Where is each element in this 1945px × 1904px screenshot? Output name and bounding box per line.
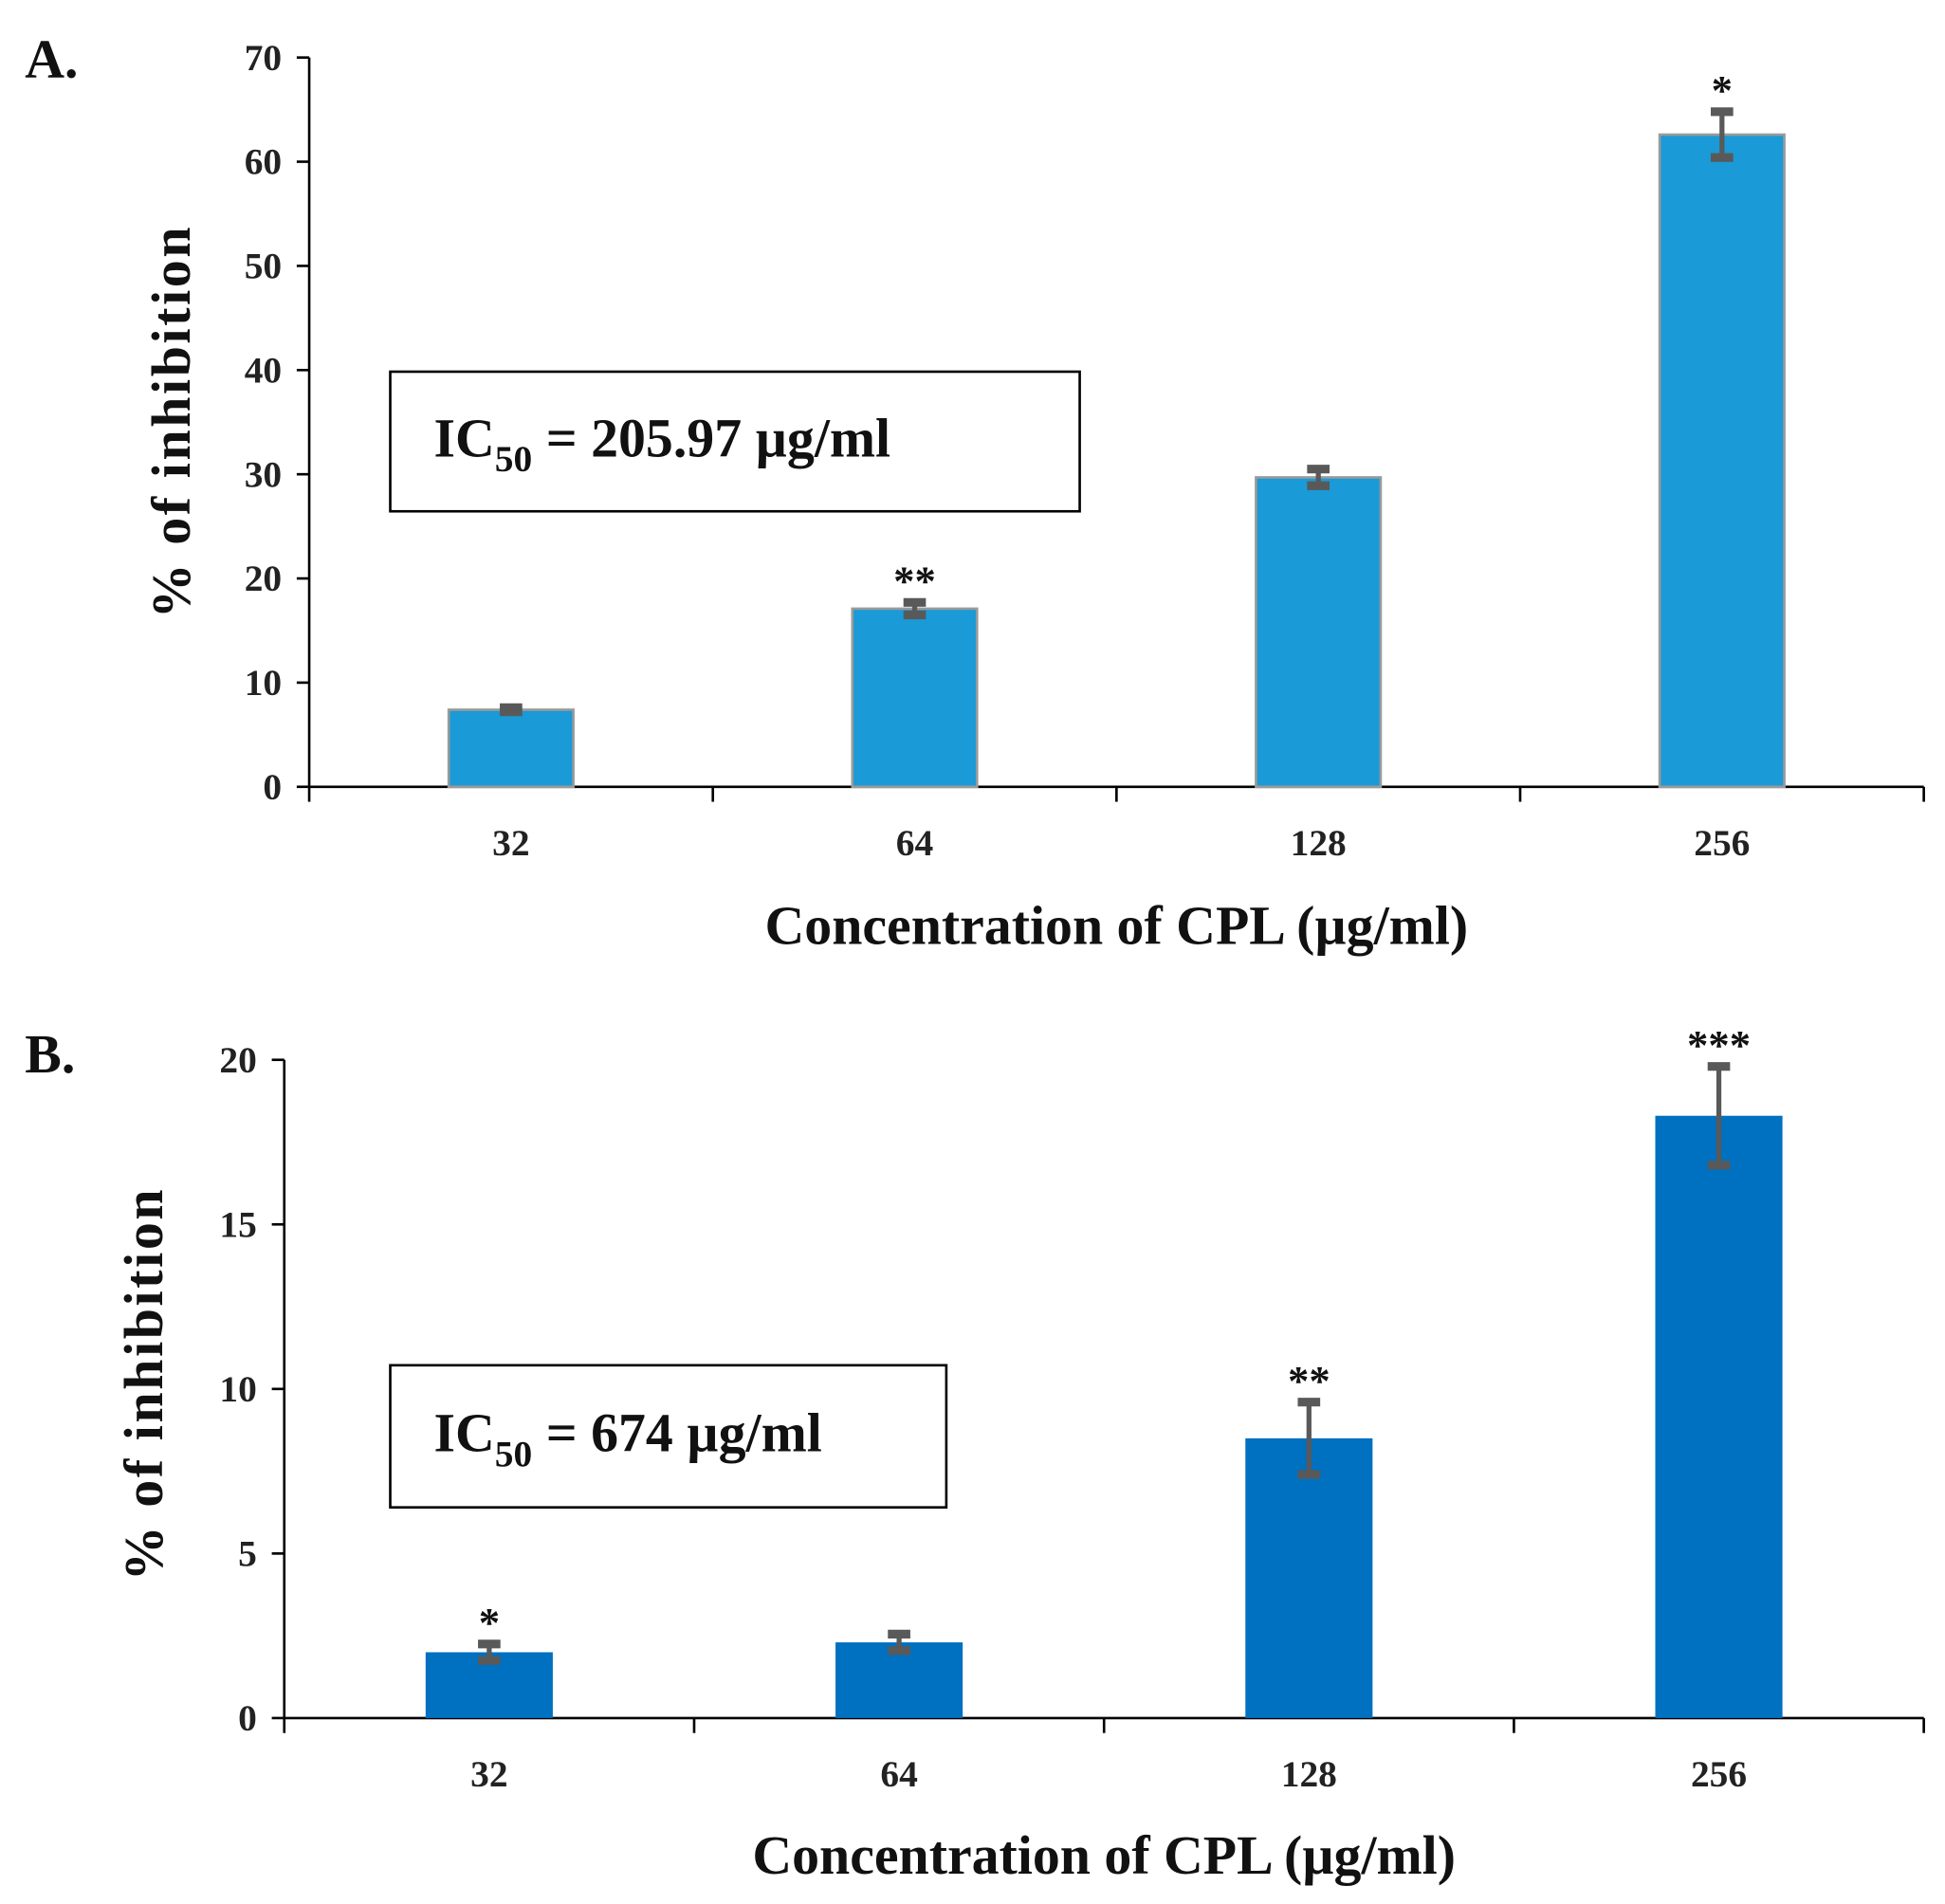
ic50-value: = 674 µg/ml <box>532 1402 822 1464</box>
ic50-subscript: 50 <box>495 438 532 480</box>
significance-marker: ** <box>893 557 936 604</box>
ic50-annotation: IC50 = 205.97 µg/ml <box>434 407 891 480</box>
ic50-box <box>389 1364 948 1510</box>
x-tick-label: 32 <box>470 1753 507 1795</box>
ic50-annotation: IC50 = 674 µg/ml <box>434 1402 822 1475</box>
y-tick-label: 10 <box>219 1368 256 1410</box>
bar <box>1658 133 1786 789</box>
x-axis-title: Concentration of CPL (µg/ml) <box>752 1824 1456 1886</box>
bar <box>835 1642 963 1718</box>
y-tick-label: 50 <box>245 246 282 287</box>
panel-label: B. <box>25 1023 75 1085</box>
significance-marker: * <box>479 1599 500 1646</box>
y-axis-title: % of inhibition <box>140 225 202 618</box>
significance-marker: *** <box>1687 1021 1751 1069</box>
ic50-subscript: 50 <box>495 1433 532 1474</box>
ic50-prefix: IC <box>434 407 495 468</box>
bar <box>1655 1115 1783 1718</box>
y-tick-label: 60 <box>245 141 282 183</box>
x-tick-label: 256 <box>1694 822 1750 864</box>
chart-panel-a: A. 0 10 20 30 40 50 60 70 32 ** 64 128 * 256 Concentrat… <box>25 28 1925 956</box>
y-axis-title: % of inhibition <box>113 1187 174 1581</box>
significance-marker: * <box>1712 66 1733 114</box>
x-axis-title: Concentration of CPL (µg/ml) <box>765 894 1469 956</box>
ic50-prefix: IC <box>434 1402 495 1464</box>
bar <box>1245 1437 1373 1718</box>
bar <box>447 708 575 789</box>
y-tick-label: 0 <box>238 1697 257 1739</box>
chart-panel-b: B. 0 5 10 15 20 * 32 64 ** 128 *** 256 Concentration … <box>25 1021 1925 1886</box>
y-tick-label: 20 <box>219 1039 256 1081</box>
y-tick-label: 15 <box>219 1203 256 1245</box>
significance-marker: ** <box>1288 1357 1330 1404</box>
panel-label: A. <box>25 28 78 90</box>
ic50-box <box>389 370 1081 513</box>
ic50-value: = 205.97 µg/ml <box>532 407 890 468</box>
y-tick-label: 5 <box>238 1533 257 1575</box>
y-tick-label: 10 <box>245 662 282 704</box>
x-tick-label: 256 <box>1691 1753 1747 1795</box>
x-tick-label: 128 <box>1291 822 1347 864</box>
y-tick-label: 20 <box>245 558 282 599</box>
x-tick-label: 128 <box>1281 1753 1337 1795</box>
x-tick-label: 64 <box>880 1753 917 1795</box>
x-tick-label: 64 <box>896 822 933 864</box>
y-tick-label: 30 <box>245 453 282 495</box>
x-tick-label: 32 <box>492 822 529 864</box>
y-tick-label: 0 <box>263 766 282 808</box>
y-tick-label: 40 <box>245 349 282 391</box>
bar <box>851 607 979 789</box>
y-tick-label: 70 <box>245 37 282 79</box>
bar <box>1255 476 1383 789</box>
